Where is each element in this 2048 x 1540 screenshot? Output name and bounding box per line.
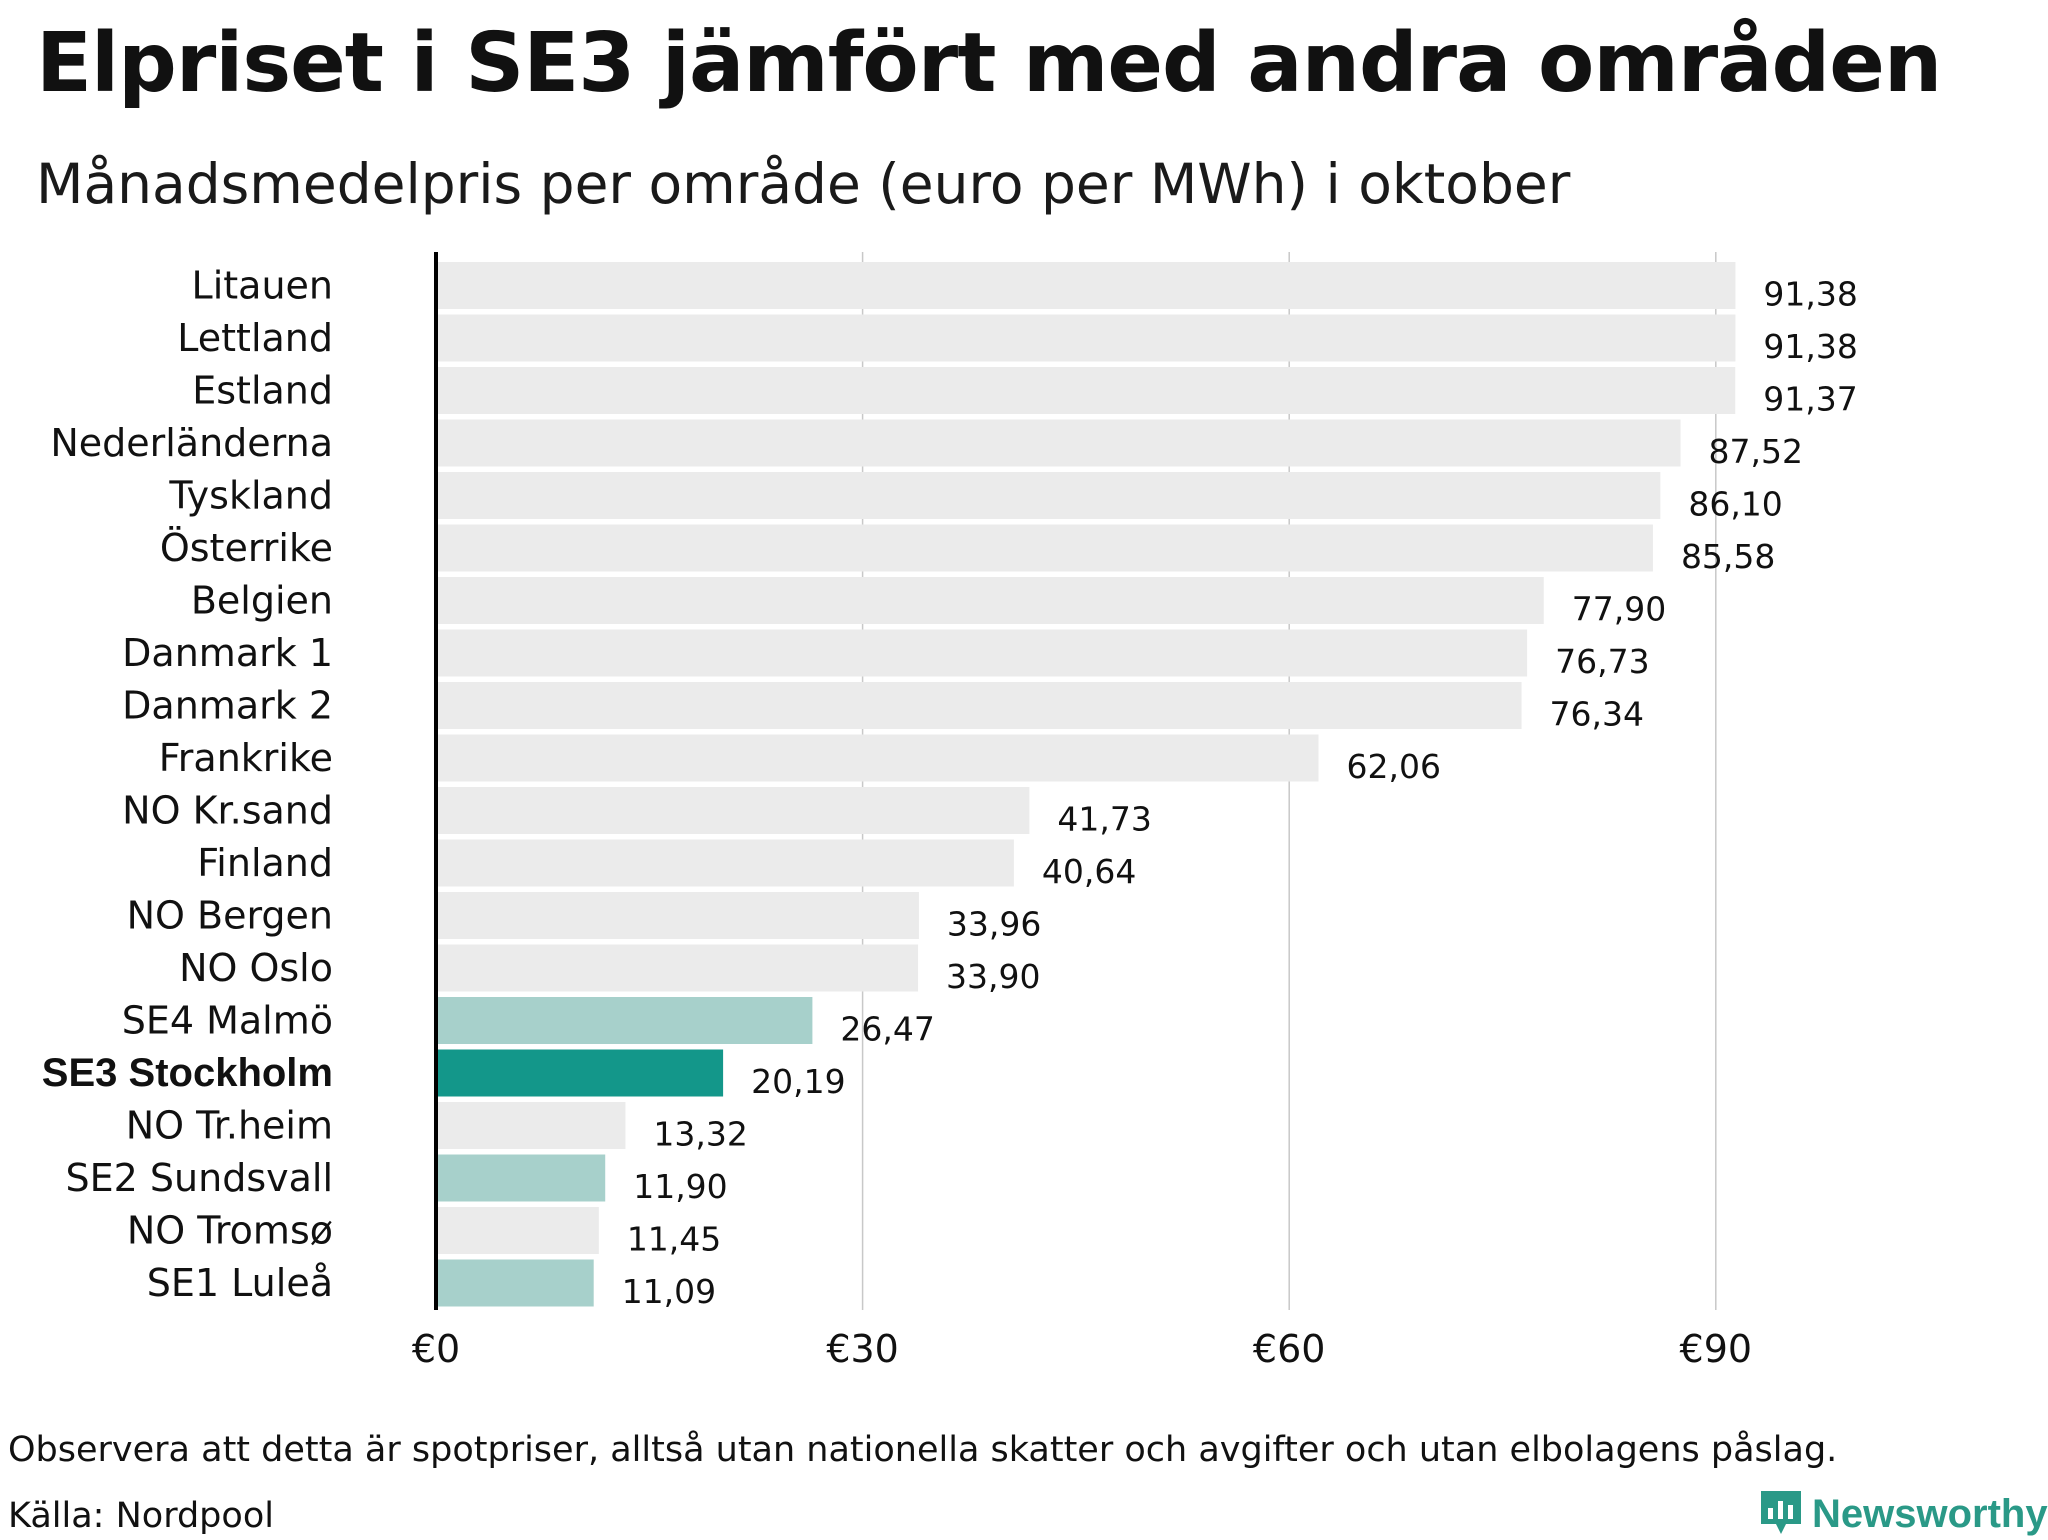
- value-label-14: 26,47: [840, 1010, 934, 1049]
- bar-12: [436, 892, 919, 939]
- value-label-4: 86,10: [1688, 485, 1782, 524]
- newsworthy-logo-icon: [1761, 1491, 1801, 1534]
- value-label-19: 11,09: [622, 1272, 716, 1311]
- value-label-7: 76,73: [1555, 642, 1649, 681]
- bar-6: [436, 577, 1544, 624]
- value-label-13: 33,90: [946, 957, 1040, 996]
- category-label-7: Danmark 1: [122, 631, 333, 675]
- bar-17: [436, 1154, 606, 1202]
- value-label-12: 33,96: [947, 905, 1041, 944]
- bar-5: [436, 524, 1653, 572]
- chart-title: Elpriset i SE3 jämfört med andra områden: [36, 16, 1942, 111]
- bar-18: [436, 1207, 599, 1254]
- bar-1: [436, 314, 1736, 362]
- category-label-1: Lettland: [177, 316, 333, 360]
- category-label-0: Litauen: [192, 264, 333, 308]
- category-label-9: Frankrike: [159, 736, 333, 780]
- bar-10: [436, 787, 1030, 834]
- bar-chart: Litauen 91,38 Lettland 91,38 Estland 91,37 Ned…: [42, 252, 1858, 1371]
- value-label-18: 11,45: [627, 1220, 721, 1259]
- value-label-0: 91,38: [1763, 275, 1857, 314]
- bar-8: [436, 682, 1522, 729]
- category-label-16: NO Tr.heim: [126, 1104, 333, 1148]
- category-label-14: SE4 Malmö: [122, 999, 333, 1043]
- category-label-5: Österrike: [160, 526, 333, 570]
- brand-name: Newsworthy: [1812, 1491, 2048, 1536]
- category-label-3: Nederländerna: [50, 421, 333, 465]
- value-label-2: 91,37: [1763, 380, 1857, 419]
- bar-3: [436, 419, 1681, 467]
- source-note: Källa: Nordpool: [8, 1496, 274, 1536]
- bar-2: [436, 367, 1736, 414]
- category-label-8: Danmark 2: [122, 684, 333, 728]
- value-label-15: 20,19: [751, 1062, 845, 1101]
- bar-13: [436, 944, 919, 992]
- bar-11: [436, 839, 1014, 887]
- bar-7: [436, 629, 1528, 677]
- category-label-13: NO Oslo: [179, 946, 333, 990]
- value-label-6: 77,90: [1572, 590, 1666, 629]
- value-label-8: 76,34: [1550, 695, 1644, 734]
- bar-0: [436, 262, 1736, 309]
- value-label-5: 85,58: [1681, 537, 1775, 576]
- value-label-1: 91,38: [1763, 327, 1857, 366]
- x-tick-label-1: €30: [826, 1327, 899, 1371]
- x-tick-label-0: €0: [412, 1327, 460, 1371]
- value-label-10: 41,73: [1057, 800, 1151, 839]
- category-label-12: NO Bergen: [127, 894, 333, 938]
- category-label-15: SE3 Stockholm: [42, 1051, 333, 1095]
- value-label-11: 40,64: [1042, 852, 1136, 891]
- value-label-9: 62,06: [1346, 747, 1440, 786]
- category-label-2: Estland: [192, 369, 333, 413]
- brand-logo: Newsworthy: [1758, 1488, 2048, 1540]
- bar-9: [436, 734, 1319, 782]
- chart-subtitle: Månadsmedelpris per område (euro per MWh…: [36, 152, 1571, 216]
- x-tick-label-3: €90: [1680, 1327, 1753, 1371]
- bar-16: [436, 1102, 626, 1149]
- category-label-4: Tyskland: [168, 474, 333, 518]
- x-tick-label-2: €60: [1253, 1327, 1326, 1371]
- bar-14: [436, 997, 813, 1044]
- value-label-3: 87,52: [1709, 432, 1803, 471]
- bar-15: [436, 1049, 724, 1097]
- category-label-19: SE1 Luleå: [147, 1261, 333, 1305]
- bar-4: [436, 472, 1661, 519]
- category-label-18: NO Tromsø: [127, 1209, 333, 1253]
- value-label-17: 11,90: [633, 1167, 727, 1206]
- footnote: Observera att detta är spotpriser, allts…: [8, 1430, 1838, 1470]
- category-label-17: SE2 Sundsvall: [66, 1156, 333, 1200]
- category-label-6: Belgien: [191, 579, 333, 623]
- category-label-10: NO Kr.sand: [122, 789, 333, 833]
- bar-19: [436, 1259, 594, 1307]
- value-label-16: 13,32: [653, 1115, 747, 1154]
- category-label-11: Finland: [197, 841, 333, 885]
